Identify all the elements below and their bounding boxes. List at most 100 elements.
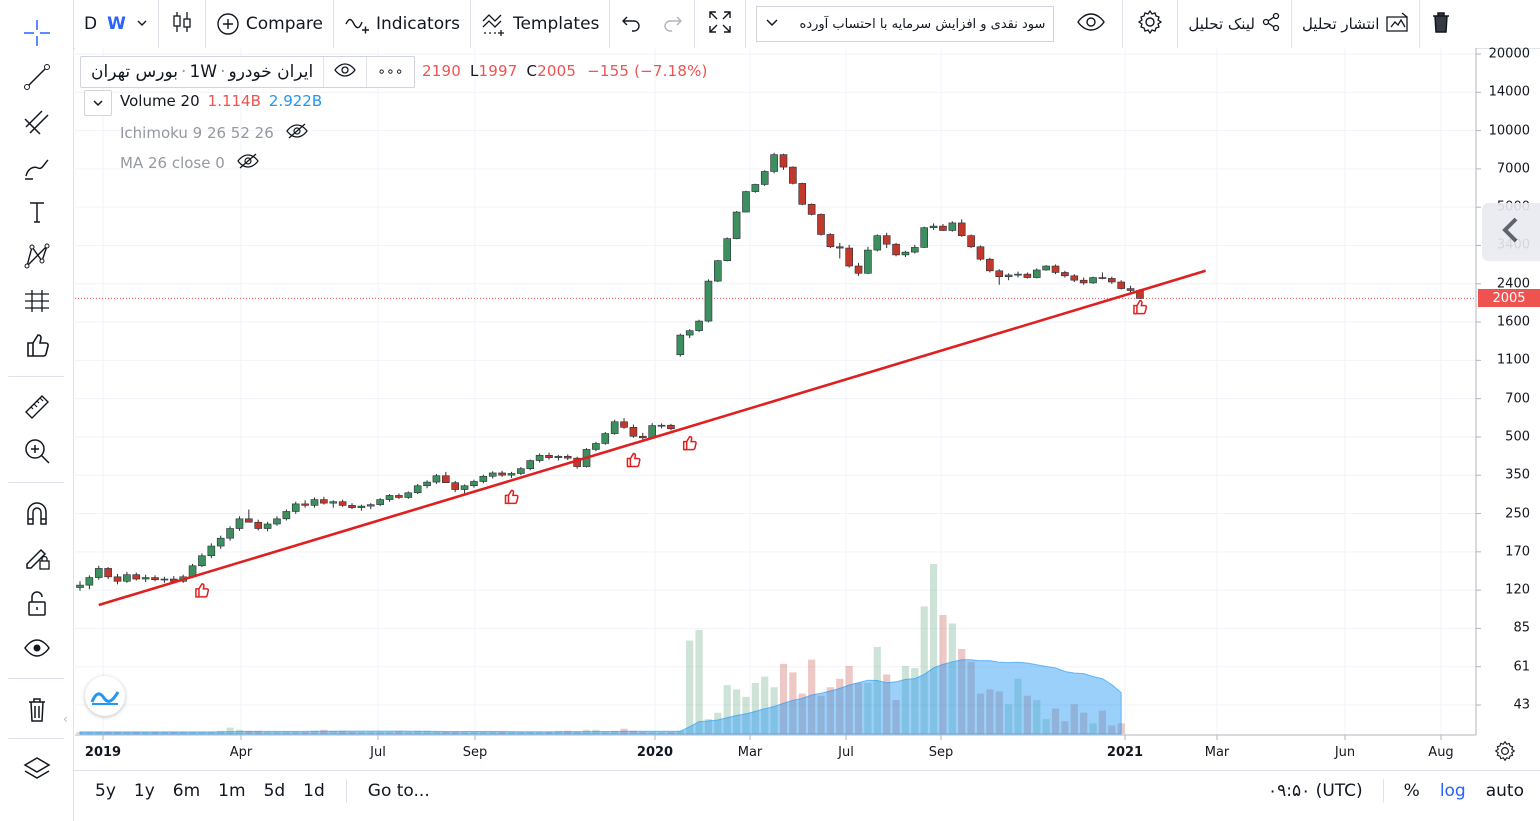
add-circle-icon (216, 12, 240, 36)
volume-bar (1061, 721, 1069, 734)
candle-body (423, 481, 431, 487)
volume-bar (395, 730, 403, 734)
ichimoku-legend[interactable]: Ichimoku 9 26 52 26 (120, 122, 308, 144)
symbol-more-button[interactable]: ∘∘∘ (377, 64, 404, 80)
thumbs-up-marker-icon[interactable] (682, 435, 697, 451)
candle-body (807, 204, 816, 215)
range-1d-button[interactable]: 1d (303, 781, 325, 801)
brand-logo[interactable] (85, 676, 125, 716)
candle-body (685, 330, 694, 336)
trend-line-tool-icon[interactable] (18, 58, 56, 96)
low-value: 1997 (478, 62, 518, 80)
candle-body (573, 457, 581, 467)
hide-layout-button[interactable] (1062, 0, 1124, 48)
magnet-icon[interactable] (18, 494, 56, 532)
delete-layout-button[interactable] (1420, 0, 1462, 48)
templates-button[interactable]: Templates (471, 0, 611, 48)
prediction-tool-icon[interactable] (18, 282, 56, 320)
zoom-in-icon[interactable] (18, 432, 56, 470)
candle-body (151, 577, 159, 581)
symbol-legend[interactable]: ایران خودرو · 1W · بورس تهران ∘∘∘ (80, 56, 415, 88)
candle-body (554, 455, 563, 458)
layout-select[interactable]: سود نقدی و افزایش سرمایه با احتساب آورده (746, 0, 1062, 48)
undo-button[interactable] (610, 0, 652, 48)
unlock-icon[interactable] (18, 584, 56, 622)
candle-body (920, 227, 929, 248)
volume-bar (245, 730, 253, 734)
volume-bar (498, 731, 506, 734)
interval-w-button[interactable]: W (107, 14, 126, 34)
thumbs-up-marker-icon[interactable] (504, 489, 519, 505)
candle-body (798, 183, 807, 205)
close-value: 2005 (537, 62, 577, 80)
pitchfork-tool-icon[interactable] (18, 103, 56, 141)
eye-hidden-icon[interactable] (286, 122, 308, 144)
volume-bar (1023, 695, 1031, 734)
publish-button[interactable]: انتشار تحلیل (1292, 0, 1421, 48)
eye-hidden-icon[interactable] (237, 152, 259, 174)
candle-body (507, 473, 516, 476)
volume-bar (948, 623, 956, 734)
chart-settings-gear-icon[interactable] (1494, 740, 1516, 766)
range-6m-button[interactable]: 6m (172, 781, 201, 801)
range-5y-button[interactable]: 5y (95, 781, 116, 801)
clock-label[interactable]: ۰۹:۵۰ (UTC) (1268, 781, 1363, 801)
range-1y-button[interactable]: 1y (133, 781, 155, 801)
auto-toggle[interactable]: auto (1485, 781, 1524, 801)
volume-bar (470, 731, 478, 734)
eye-icon[interactable] (18, 629, 56, 667)
price-axis-label: 1600 (1496, 314, 1530, 330)
candle-body (188, 565, 197, 578)
price-axis-label: 10000 (1488, 123, 1530, 139)
price-axis-label: 7000 (1496, 161, 1530, 177)
compare-button[interactable]: Compare (206, 0, 334, 48)
range-1m-button[interactable]: 1m (218, 781, 246, 801)
lock-drawing-icon[interactable] (18, 538, 56, 576)
indicators-button[interactable]: Indicators (334, 0, 471, 48)
volume-legend[interactable]: Volume 20 1.114B 2.922B (120, 92, 323, 110)
thumbs-up-marker-icon[interactable] (626, 452, 641, 468)
percent-toggle[interactable]: % (1403, 781, 1420, 801)
candle-body (911, 247, 919, 253)
candle-body (742, 191, 750, 213)
chart-style-button[interactable] (159, 0, 206, 48)
goto-button[interactable]: Go to... (367, 781, 430, 801)
volume-bar (376, 731, 384, 734)
ruler-icon[interactable] (18, 388, 56, 426)
redo-button[interactable] (652, 0, 696, 48)
layers-icon[interactable] (18, 750, 56, 788)
trash-icon[interactable] (18, 690, 56, 728)
volume-bar (507, 731, 516, 734)
candle-body (610, 421, 619, 434)
text-tool-icon[interactable] (18, 193, 56, 231)
pattern-tool-icon[interactable] (18, 237, 56, 275)
fullscreen-button[interactable] (695, 0, 747, 48)
eye-icon (334, 62, 357, 83)
volume-bar (264, 731, 272, 734)
interval-d-button[interactable]: D (84, 14, 98, 34)
interval-dropdown[interactable] (130, 0, 159, 48)
thumbs-up-icon[interactable] (18, 326, 56, 364)
thumbs-up-marker-icon[interactable] (1133, 299, 1148, 315)
settings-button[interactable] (1123, 0, 1179, 48)
crosshair-icon[interactable] (18, 14, 56, 52)
candle-body (291, 503, 300, 512)
candle-body (1079, 279, 1088, 284)
candle-body (442, 475, 450, 483)
volume-bar (695, 629, 703, 734)
range-5d-button[interactable]: 5d (263, 781, 286, 801)
symbol-visibility-button[interactable] (324, 57, 368, 87)
analysis-link-button[interactable]: لینک تحلیل (1178, 0, 1292, 48)
thumbs-up-marker-icon[interactable] (195, 583, 210, 598)
volume-bar (676, 730, 684, 734)
chevron-left-icon[interactable]: ‹ (63, 712, 68, 726)
collapse-right-panel-button[interactable] (1482, 203, 1540, 261)
candle-body (179, 576, 187, 582)
volume-bar (1005, 704, 1013, 734)
brush-tool-icon[interactable] (18, 148, 56, 186)
log-toggle[interactable]: log (1439, 781, 1466, 801)
candle-body (676, 334, 685, 356)
ma-legend[interactable]: MA 26 close 0 (120, 152, 259, 174)
candle-body (404, 492, 413, 498)
legend-collapse-button[interactable] (84, 90, 112, 116)
